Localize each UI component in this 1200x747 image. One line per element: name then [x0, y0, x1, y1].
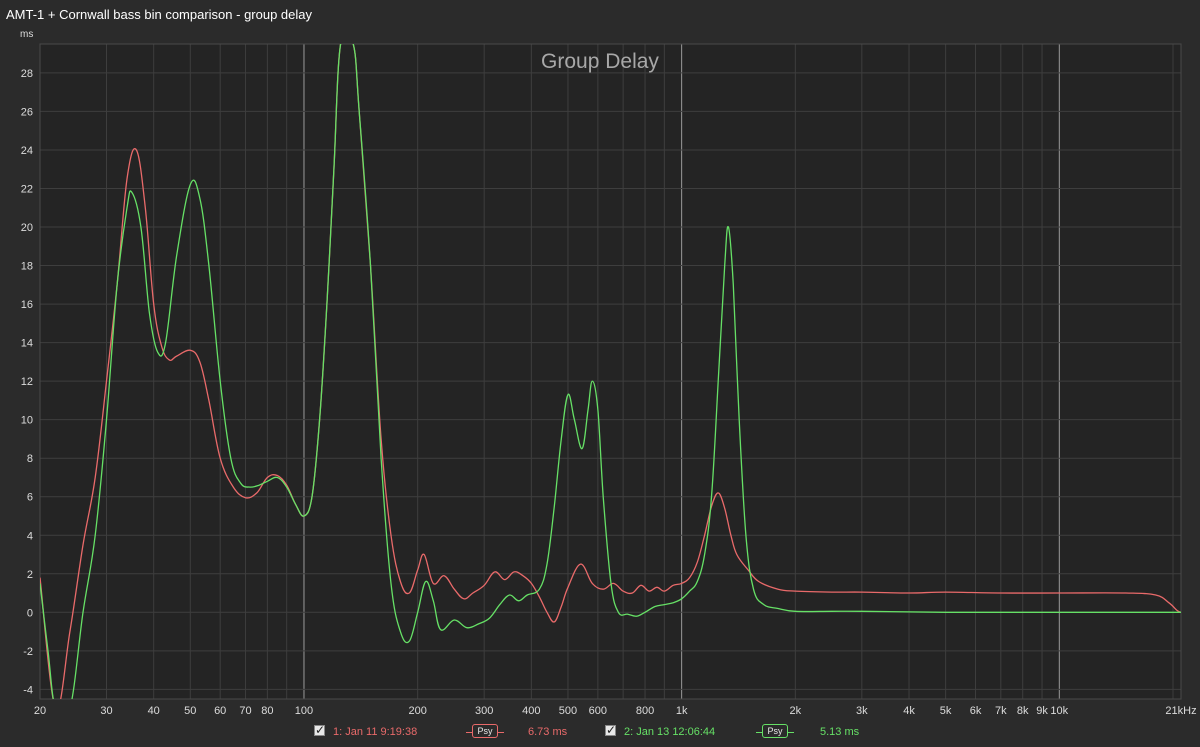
- y-tick-label: 0: [27, 607, 33, 619]
- y-tick-label: 12: [21, 376, 33, 388]
- x-tick-label: 60: [214, 705, 226, 717]
- window-title: AMT-1 + Cornwall bass bin comparison - g…: [6, 7, 313, 22]
- y-tick-label: 18: [21, 261, 33, 273]
- x-tick-label: 500: [559, 705, 577, 717]
- x-tick-label: 9k: [1036, 705, 1048, 717]
- x-tick-label: 1k: [676, 705, 688, 717]
- x-tick-label: 70: [239, 705, 251, 717]
- y-tick-label: 16: [21, 299, 33, 311]
- x-tick-label: 6k: [970, 705, 982, 717]
- x-tick-label: 8k: [1017, 705, 1029, 717]
- y-tick-label: -2: [23, 646, 33, 658]
- series-1-checkbox[interactable]: [314, 723, 325, 737]
- chart-title: Group Delay: [541, 50, 659, 73]
- y-axis-unit-label: ms: [20, 29, 34, 40]
- y-tick-label: 28: [21, 68, 33, 80]
- x-tick-label: 50: [184, 705, 196, 717]
- x-tick-label: 7k: [995, 705, 1007, 717]
- y-tick-label: 14: [21, 338, 33, 350]
- y-tick-label: -4: [23, 684, 33, 696]
- x-tick-label: 600: [589, 705, 607, 717]
- y-tick-label: 24: [21, 145, 33, 157]
- series-2-label: 2: Jan 13 12:06:44: [624, 726, 716, 738]
- plot-border: [39, 43, 1182, 700]
- x-tick-label: 100: [295, 705, 313, 717]
- series-1-smoothing-button[interactable]: Psy: [472, 724, 498, 738]
- x-tick-label: 800: [636, 705, 654, 717]
- series-1-line: [40, 44, 1181, 699]
- x-tick-label: 10k: [1050, 705, 1068, 717]
- series-2-smoothing-button[interactable]: Psy: [762, 724, 788, 738]
- x-tick-label: 20: [34, 705, 46, 717]
- series-1-label: 1: Jan 11 9:19:38: [333, 726, 418, 738]
- x-tick-label: 30: [100, 705, 112, 717]
- series-2-checkbox[interactable]: [605, 723, 616, 737]
- series-lines: [40, 44, 1181, 699]
- x-tick-label: 5k: [940, 705, 952, 717]
- x-tick-label: 400: [522, 705, 540, 717]
- series-2-line: [40, 44, 1181, 699]
- y-tick-label: 26: [21, 106, 33, 118]
- y-tick-label: 8: [27, 453, 33, 465]
- y-tick-label: 2: [27, 569, 33, 581]
- x-tick-label: 3k: [856, 705, 868, 717]
- grid-lines: [39, 43, 1182, 700]
- y-tick-label: 20: [21, 222, 33, 234]
- y-tick-label: 6: [27, 492, 33, 504]
- x-tick-label: 2k: [790, 705, 802, 717]
- y-tick-label: 22: [21, 183, 33, 195]
- series-1-value: 6.73 ms: [528, 726, 568, 738]
- legend: 1: Jan 11 9:19:38 Psy 6.73 ms 2: Jan 13 …: [0, 723, 1200, 744]
- x-tick-label: 4k: [903, 705, 915, 717]
- y-tick-label: 10: [21, 415, 33, 427]
- x-tick-label: 21kHz: [1165, 705, 1196, 717]
- x-tick-label: 200: [408, 705, 426, 717]
- x-tick-label: 40: [148, 705, 160, 717]
- x-tick-label: 300: [475, 705, 493, 717]
- plot-area[interactable]: [40, 44, 1181, 699]
- x-tick-label: 80: [261, 705, 273, 717]
- y-tick-label: 4: [27, 530, 33, 542]
- series-2-value: 5.13 ms: [820, 726, 860, 738]
